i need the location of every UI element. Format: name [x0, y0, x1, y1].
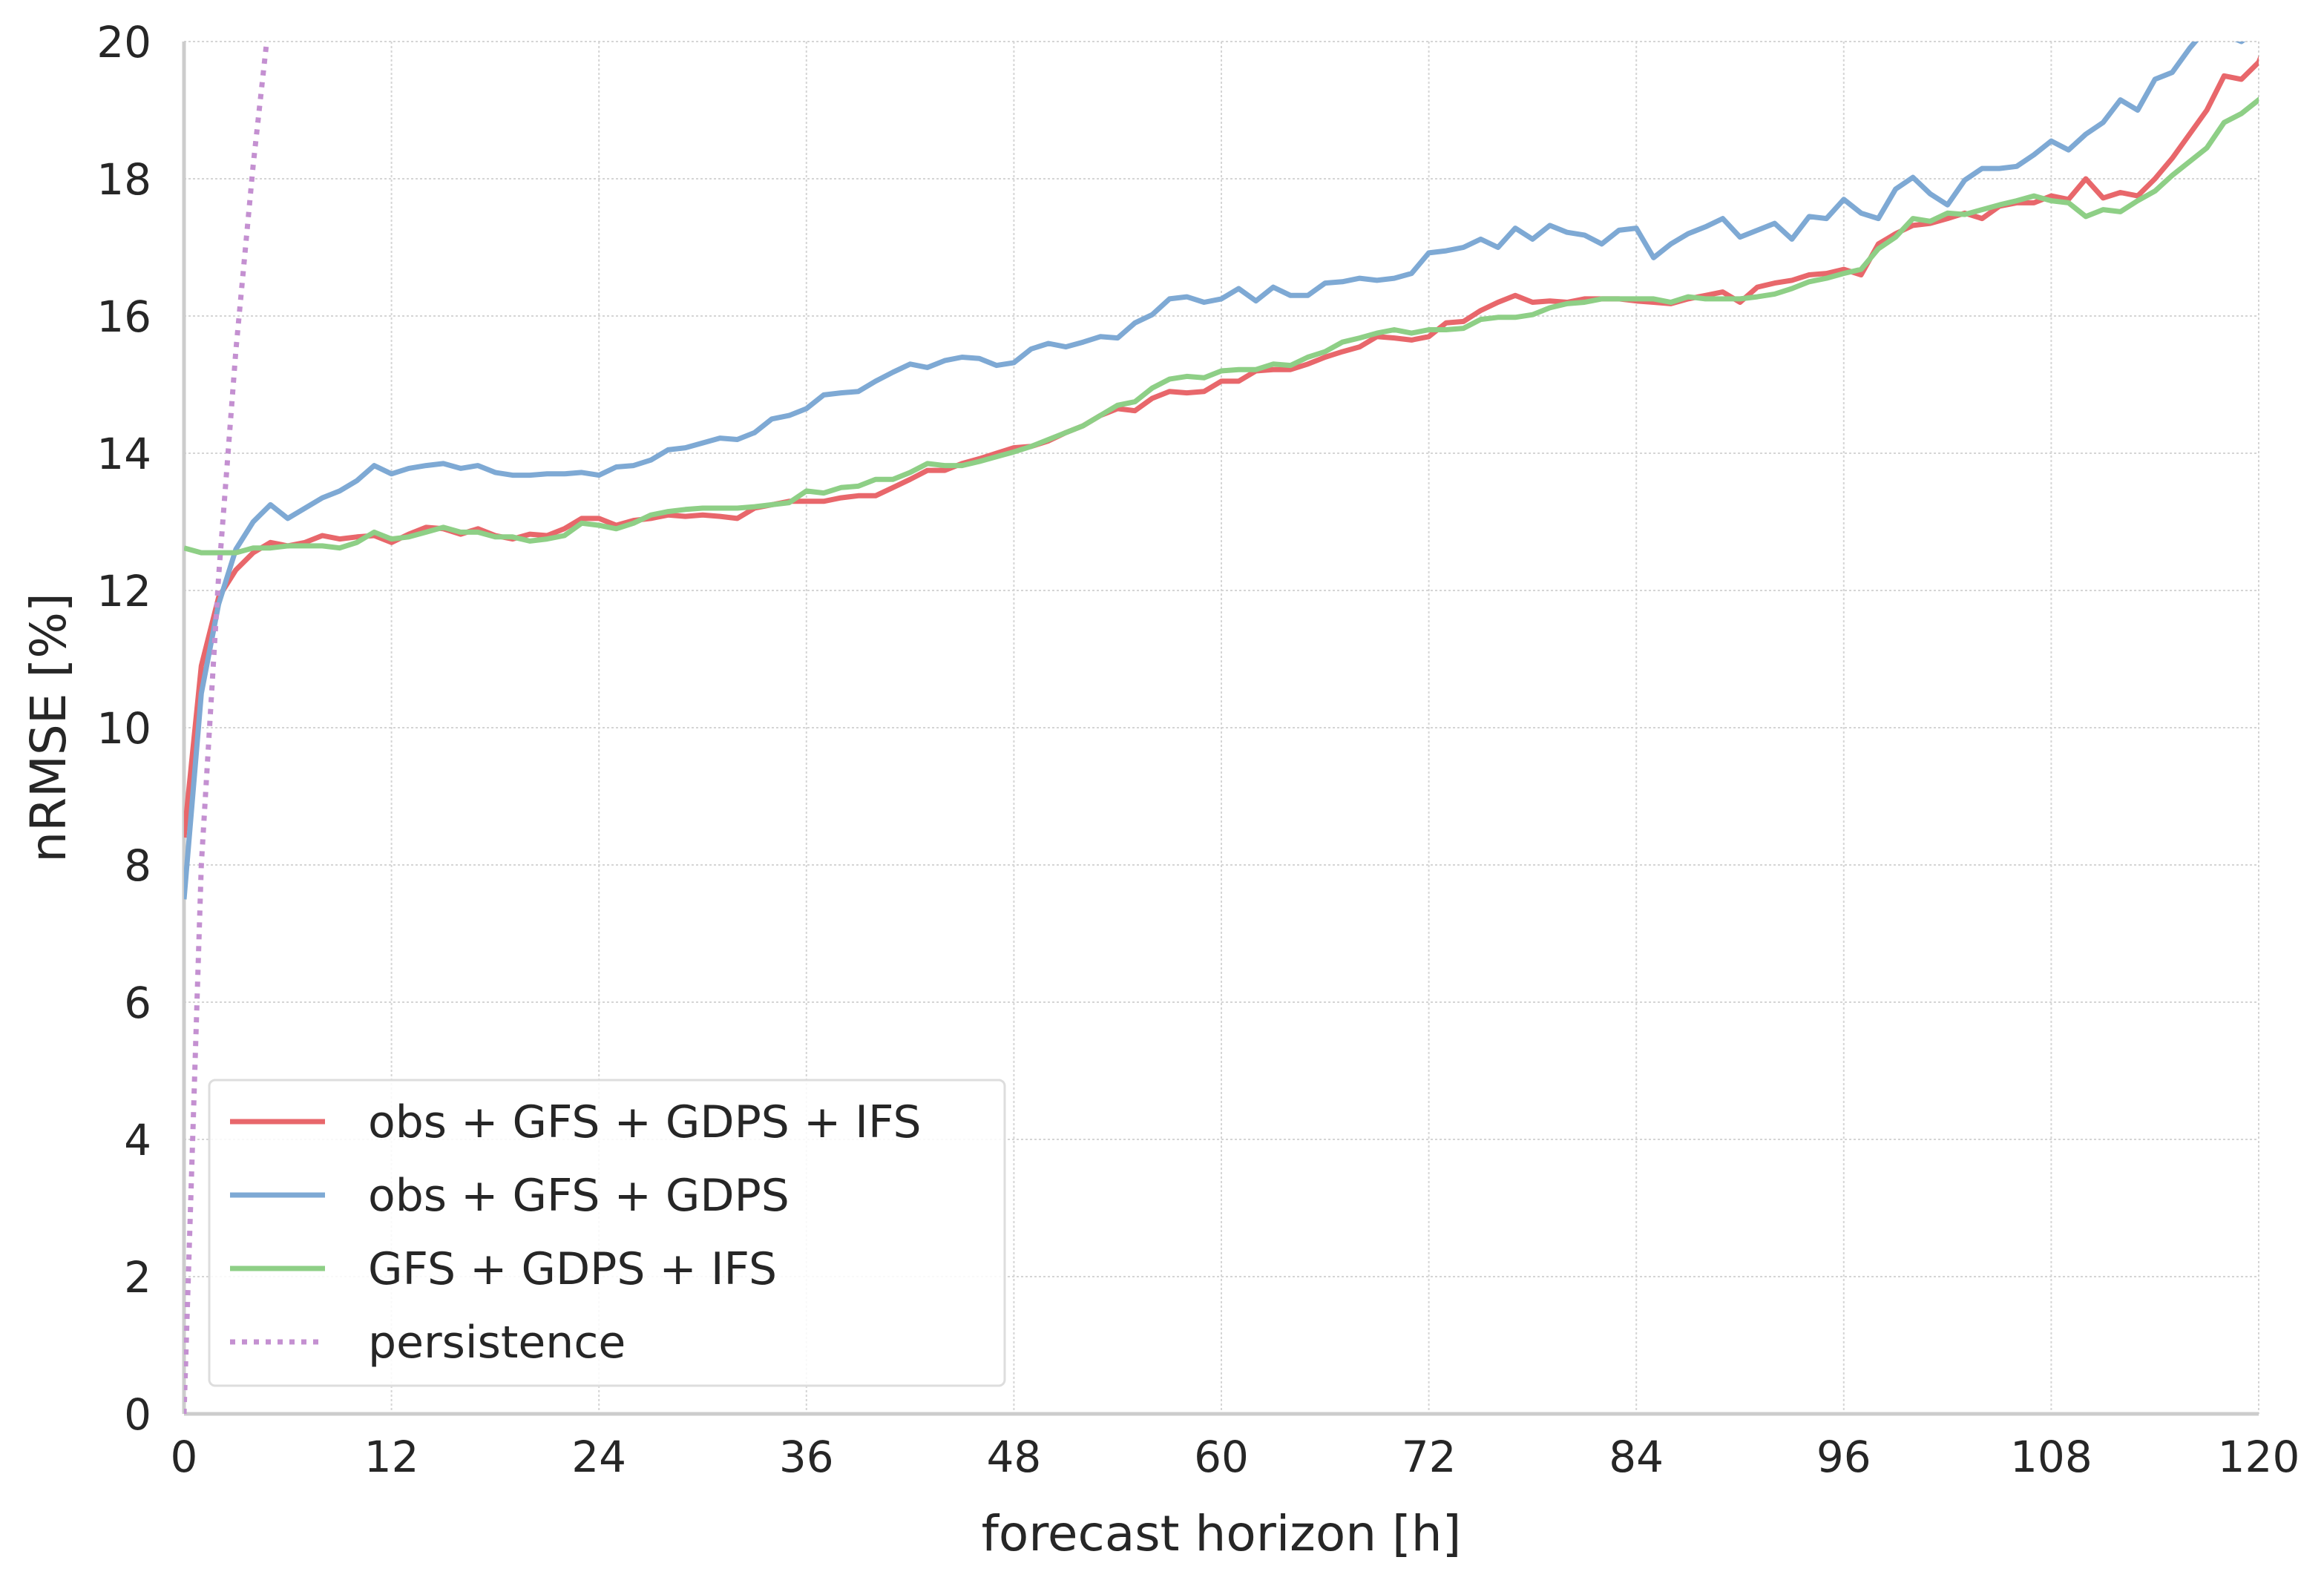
x-tick-label: 96 — [1816, 1432, 1871, 1482]
y-tick-label: 12 — [96, 566, 151, 616]
x-tick-label: 84 — [1609, 1432, 1664, 1482]
series-line-1 — [184, 55, 2259, 838]
x-tick-label: 120 — [2218, 1432, 2300, 1482]
series-line-2 — [184, 42, 2246, 900]
x-tick-label: 24 — [571, 1432, 626, 1482]
x-tick-label: 48 — [986, 1432, 1041, 1482]
y-tick-label: 8 — [124, 840, 151, 891]
y-tick-label: 0 — [124, 1389, 151, 1440]
legend-label: obs + GFS + GDPS — [368, 1170, 790, 1222]
y-tick-label: 2 — [124, 1252, 151, 1303]
y-tick-label: 20 — [96, 17, 151, 68]
series-layer — [184, 42, 2259, 1414]
y-tick-label: 4 — [124, 1115, 151, 1165]
x-tick-label: 60 — [1194, 1432, 1249, 1482]
legend-frame — [208, 1079, 1006, 1387]
y-tick-labels: 0 2 4 6 8 10 12 14 16 18 20 — [96, 17, 151, 1440]
legend: obs + GFS + GDPS + IFS obs + GFS + GDPS GF… — [208, 1079, 1006, 1387]
y-tick-label: 18 — [96, 154, 151, 205]
x-tick-label: 0 — [171, 1432, 198, 1482]
series-line-3 — [184, 96, 2259, 556]
x-tick-label: 36 — [779, 1432, 834, 1482]
y-tick-label: 10 — [96, 703, 151, 754]
x-tick-label: 108 — [2010, 1432, 2092, 1482]
y-tick-label: 14 — [96, 429, 151, 479]
y-tick-label: 16 — [96, 292, 151, 342]
x-tick-label: 12 — [364, 1432, 419, 1482]
y-axis-label: nRMSE [%] — [20, 593, 77, 862]
series-line-4 — [184, 42, 269, 1414]
x-axis-label: forecast horizon [h] — [982, 1505, 1462, 1562]
axes — [182, 42, 2259, 1416]
y-tick-label: 6 — [124, 978, 151, 1028]
legend-label: GFS + GDPS + IFS — [368, 1243, 777, 1295]
x-tick-label: 72 — [1402, 1432, 1457, 1482]
legend-label: persistence — [368, 1317, 626, 1369]
x-tick-labels: 0 12 24 36 48 60 72 84 96 108 120 — [171, 1432, 2300, 1482]
legend-label: obs + GFS + GDPS + IFS — [368, 1096, 922, 1148]
